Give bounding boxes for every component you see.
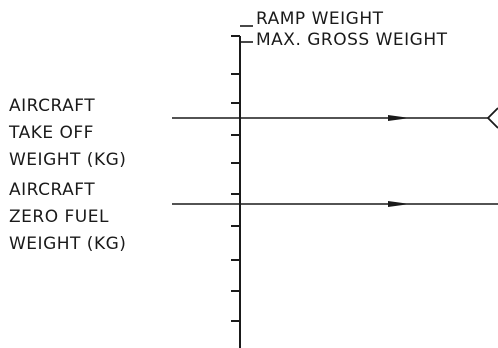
zero-fuel-label-line: ZERO FUEL — [9, 207, 109, 227]
scale-ticks — [231, 35, 240, 322]
takeoff-arrow-head — [388, 115, 410, 121]
zero-fuel-weight-label: AIRCRAFT ZERO FUEL WEIGHT (KG) — [9, 180, 126, 254]
zero-fuel-arrow-head — [388, 201, 410, 207]
takeoff-label-line: TAKE OFF — [8, 123, 94, 143]
zero-fuel-label-line: WEIGHT (KG) — [9, 234, 126, 254]
takeoff-label-line: AIRCRAFT — [9, 96, 95, 116]
zero-fuel-label-line: AIRCRAFT — [9, 180, 95, 200]
takeoff-intersection-marker — [486, 107, 498, 129]
takeoff-weight-label: AIRCRAFT TAKE OFF WEIGHT (KG) — [8, 96, 126, 170]
max-gross-weight-label: MAX. GROSS WEIGHT — [256, 30, 448, 50]
ramp-weight-label: RAMP WEIGHT — [256, 9, 384, 29]
takeoff-label-line: WEIGHT (KG) — [9, 150, 126, 170]
